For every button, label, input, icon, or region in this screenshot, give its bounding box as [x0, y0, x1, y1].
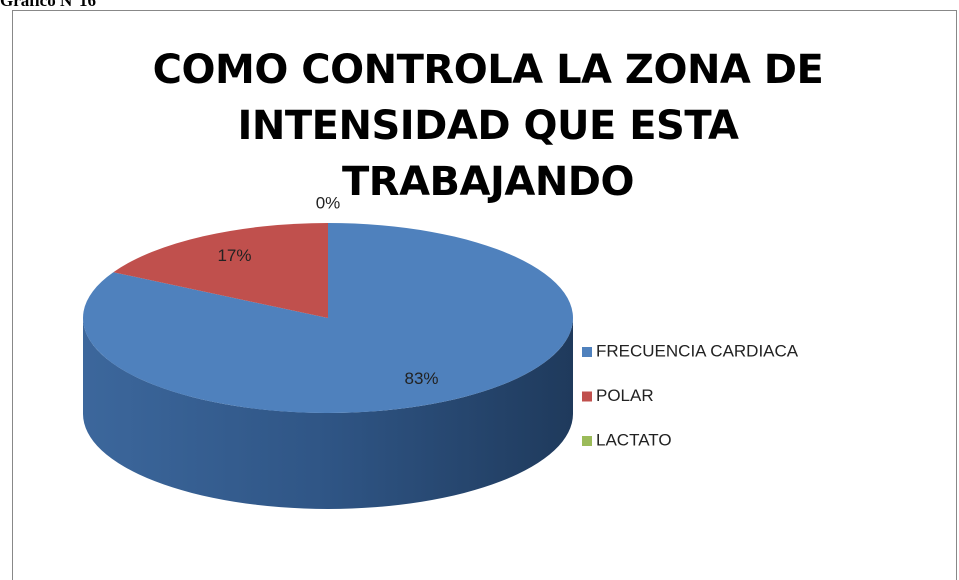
chart-title: COMO CONTROLA LA ZONA DE INTENSIDAD QUE …: [152, 47, 824, 205]
legend-swatch: [582, 436, 592, 446]
caption: Gráfico N°16: [0, 0, 97, 10]
legend-swatch: [582, 391, 592, 402]
legend-label: POLAR: [596, 386, 654, 405]
legend-swatch: [582, 347, 592, 357]
data-label: 83%: [405, 369, 439, 388]
data-label: 17%: [217, 246, 251, 265]
chart-frame: [12, 10, 957, 580]
data-label: 0%: [316, 193, 341, 212]
legend-label: LACTATO: [596, 430, 672, 449]
slice-side: [83, 318, 573, 509]
legend-label: FRECUENCIA CARDIACA: [596, 341, 799, 360]
slice: [113, 223, 328, 318]
